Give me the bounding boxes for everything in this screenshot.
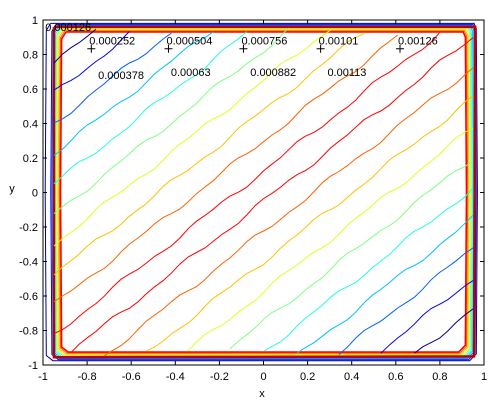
y-axis-label: y	[9, 183, 15, 195]
contour-level-label: 0.00126	[398, 36, 438, 48]
y-tick-label: 1	[32, 15, 38, 27]
contour-isoline	[53, 28, 97, 64]
x-tick-label: 1	[481, 371, 487, 383]
contour-label-marker	[239, 44, 248, 53]
contour-isoline	[53, 32, 172, 124]
contour-level-label: 0.000504	[166, 36, 212, 48]
y-tick-label: -0.2	[19, 222, 38, 234]
y-tick-label: -0.6	[19, 291, 38, 303]
contour-level-label: 0.00113	[327, 67, 366, 79]
contour-label-marker	[87, 44, 96, 53]
contour-boundary-line	[58, 30, 469, 354]
x-axis-ticks: -1 -0.8 -0.6 -0.4 -0.2 0 0.2 0.4 0.6 0.8 1	[38, 20, 487, 383]
contour-isoline	[53, 31, 248, 185]
y-tick-label: 0.6	[23, 84, 38, 96]
contour-isoline	[104, 67, 474, 357]
x-tick-label: 0.8	[432, 371, 447, 383]
contour-max-frame	[52, 25, 477, 359]
contour-isoline	[296, 214, 474, 354]
x-tick-label: -0.2	[210, 371, 229, 383]
contour-isoline	[53, 33, 365, 276]
x-tick-label: -0.4	[166, 371, 185, 383]
x-tick-label: 0.2	[300, 371, 315, 383]
contour-isoline	[380, 280, 474, 354]
contour-boundary-line	[59, 31, 468, 353]
contour-level-label: 0.00063	[171, 67, 211, 79]
contour-label-marker	[164, 44, 173, 53]
contour-isoline	[53, 31, 214, 156]
contour-level-label: 0.00101	[319, 36, 359, 48]
y-tick-label: 0.2	[23, 153, 38, 165]
contour-boundary-line	[51, 24, 476, 360]
x-axis-label: x	[259, 388, 265, 400]
y-tick-label: 0.8	[23, 50, 38, 62]
contour-level-label: 0.000378	[98, 70, 144, 82]
contour-labels: 0.000126 0.000252 0.000378 0.000504 0.00063 0…	[45, 22, 438, 82]
x-tick-label: 0.4	[344, 371, 359, 383]
contour-level-label: 0.000756	[241, 36, 287, 48]
contour-label-marker	[316, 44, 325, 53]
contour-level-label: 0.000126	[45, 22, 91, 34]
x-tick-label: -1	[38, 371, 48, 383]
y-tick-label: -0.8	[19, 326, 38, 338]
contour-isoline	[53, 32, 440, 334]
contour-isoline	[263, 187, 474, 352]
x-tick-label: 0.6	[388, 371, 403, 383]
x-tick-label: -0.6	[122, 371, 141, 383]
contour-isoline	[53, 29, 331, 247]
contour-isoline	[338, 247, 474, 356]
contour-label-marker	[396, 44, 405, 53]
y-axis-ticks: 1 0.8 0.6 0.4 0.2 0 -0.2 -0.4 -0.6 -0.8 -1	[19, 15, 484, 372]
contour-boundary-line	[56, 28, 471, 356]
contour-level-label: 0.000882	[250, 67, 296, 79]
contour-isoline	[229, 160, 474, 350]
x-tick-label: 0	[260, 371, 266, 383]
contour-boundary-line	[57, 29, 470, 355]
contour-isoline	[53, 34, 398, 303]
contour-isoline	[53, 31, 130, 91]
contour-isoline	[187, 127, 474, 352]
contour-level-label: 0.000252	[89, 36, 135, 48]
x-tick-label: -0.8	[78, 371, 97, 383]
contour-isoline	[70, 37, 474, 354]
y-tick-label: 0.4	[23, 119, 38, 131]
contour-isoline	[413, 308, 474, 354]
y-tick-label: -1	[28, 360, 38, 372]
contour-lines	[44, 22, 478, 362]
y-tick-label: -0.4	[19, 257, 38, 269]
contour-isoline	[145, 95, 474, 352]
y-tick-label: 0	[32, 188, 38, 200]
contour-isoline	[53, 27, 289, 214]
